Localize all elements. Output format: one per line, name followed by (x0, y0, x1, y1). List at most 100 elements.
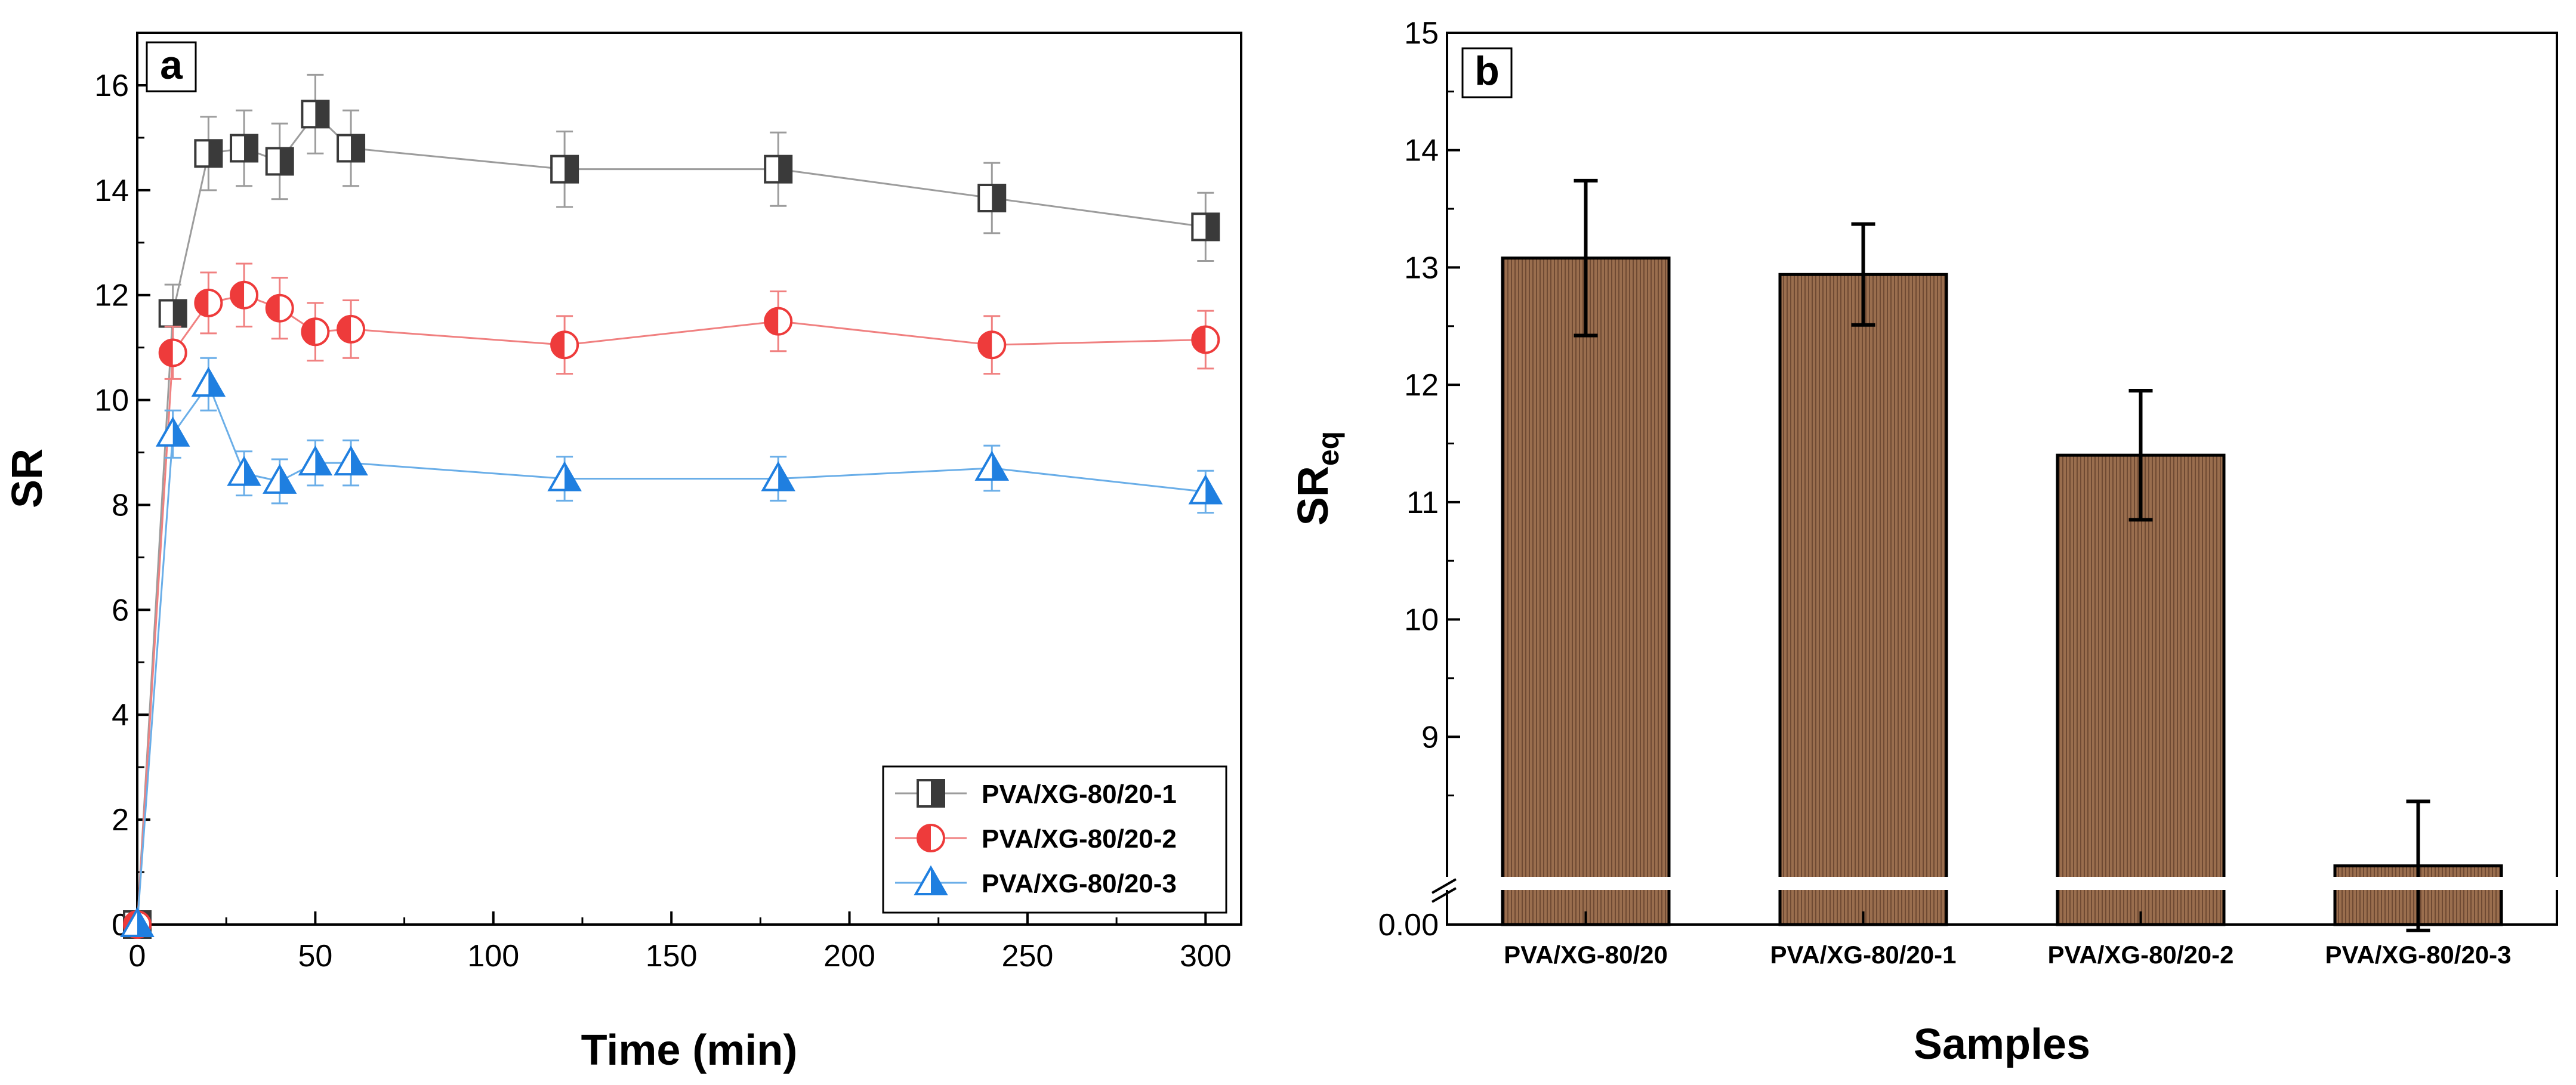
axis-break-band (1440, 877, 2562, 890)
marker-fill (918, 825, 931, 851)
marker-fill (931, 780, 944, 806)
data-point (301, 317, 330, 347)
panel-a-legend: PVA/XG-80/20-1 PVA/XG-80/20-2 PVA/XG-80/20… (882, 765, 1227, 914)
data-point (227, 456, 261, 486)
marker-fill (765, 308, 779, 335)
y-tick-label: 16 (94, 69, 129, 103)
data-point (158, 299, 187, 328)
data-point (977, 184, 1007, 213)
y-label-subscript: eq (1312, 431, 1345, 466)
marker-fill (778, 463, 794, 490)
marker-fill (351, 135, 365, 162)
x-tick-label: PVA/XG-80/20-3 (2325, 941, 2511, 969)
bar (2056, 453, 2226, 926)
x-tick-label: 200 (823, 939, 875, 973)
panel-a-series (120, 73, 1223, 939)
y-tick-label: 12 (94, 279, 129, 313)
marker-fill (564, 156, 578, 183)
legend-item: PVA/XG-80/20-1 (895, 779, 1177, 809)
data-point (334, 445, 368, 476)
marker-fill (992, 185, 1005, 212)
data-point (194, 139, 223, 168)
data-point (917, 824, 945, 852)
x-tick-label: PVA/XG-80/20 (1504, 941, 1668, 969)
x-tick-label: 100 (467, 939, 519, 973)
y-tick-label: 6 (112, 593, 129, 627)
panel-b-plot-frame (1446, 32, 2558, 926)
bar (1501, 256, 1671, 926)
panel-a-plot-frame (136, 32, 1242, 926)
marker-fill (244, 135, 258, 162)
marker-fill (992, 453, 1007, 480)
y-tick-label: 9 (1421, 720, 1439, 755)
data-point (974, 450, 1010, 481)
x-tick-label: 50 (298, 939, 332, 973)
data-point (265, 147, 294, 176)
data-point (764, 307, 793, 336)
marker-fill (208, 140, 222, 167)
series-PVA/XG-80/20-3 (120, 357, 1223, 937)
panel-a-x-axis-label: Time (min) (581, 1027, 798, 1074)
panel-a-y-axis-label: SR (4, 449, 51, 508)
y-tick-label: 12 (1404, 368, 1439, 403)
x-tick-label: PVA/XG-80/20-1 (1770, 941, 1956, 969)
panel-a-label-box (146, 41, 197, 92)
data-point (550, 154, 579, 184)
marker-fill (1205, 477, 1221, 503)
marker-fill (979, 332, 992, 358)
panel-b-x-axis-label: Samples (1914, 1021, 2090, 1068)
y-tick-label: 8 (112, 488, 129, 523)
panel-b-x-tick-labels: PVA/XG-80/20 PVA/XG-80/20-1 PVA/XG-80/20-2… (1504, 941, 2511, 969)
marker-fill (244, 458, 260, 485)
y-tick-label: 10 (1404, 603, 1439, 638)
data-point (158, 338, 187, 367)
bar (1778, 273, 1948, 926)
marker-fill (1205, 214, 1219, 240)
data-point (301, 100, 330, 129)
data-point (262, 463, 297, 494)
legend-label: PVA/XG-80/20-2 (982, 824, 1177, 854)
marker-fill (279, 148, 293, 175)
data-point (1191, 212, 1220, 242)
panel-b-y-axis-label: SReq (1289, 431, 1345, 526)
marker-fill (231, 282, 245, 308)
y-tick-label: 15 (1404, 16, 1439, 51)
legend-label: PVA/XG-80/20-1 (982, 780, 1177, 809)
data-point (337, 134, 366, 163)
data-point (298, 445, 333, 476)
y-tick-label: 2 (112, 803, 129, 837)
panel-a-x-ticks: 0 50 100 150 200 250 300 (129, 911, 1232, 973)
marker-fill (208, 369, 224, 396)
marker-fill (195, 289, 209, 316)
series-PVA/XG-80/20-1 (123, 73, 1220, 939)
marker-fill (551, 332, 565, 358)
x-tick-label: 0 (129, 939, 146, 973)
data-point (547, 461, 582, 492)
x-tick-label: 250 (1002, 939, 1054, 973)
panel-b-bars (1501, 178, 2503, 932)
data-point (191, 366, 226, 397)
axis-break-mark (1432, 878, 1457, 894)
y-tick-label: 10 (94, 384, 129, 418)
data-point (265, 293, 294, 323)
marker-fill (172, 300, 186, 327)
y-label-main: SR (1289, 466, 1337, 526)
marker-fill (338, 316, 351, 342)
data-point (230, 134, 259, 163)
data-point (337, 314, 366, 344)
x-tick-label: PVA/XG-80/20-2 (2047, 941, 2233, 969)
series-PVA/XG-80/20-2 (123, 262, 1220, 939)
data-point (120, 907, 155, 937)
data-point (550, 330, 579, 360)
panel-b-label: b (1474, 48, 1500, 94)
marker-fill (137, 909, 153, 936)
data-point (194, 288, 223, 317)
legend-item: PVA/XG-80/20-2 (895, 824, 1177, 854)
marker-fill (302, 319, 316, 345)
marker-fill (266, 295, 280, 322)
y-tick-label: 11 (1406, 486, 1439, 520)
legend-item: PVA/XG-80/20-3 (895, 865, 1177, 898)
marker-fill (931, 867, 946, 894)
